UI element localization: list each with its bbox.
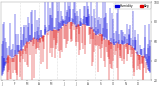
Legend: Humidity, Avg: Humidity, Avg [115,3,151,9]
